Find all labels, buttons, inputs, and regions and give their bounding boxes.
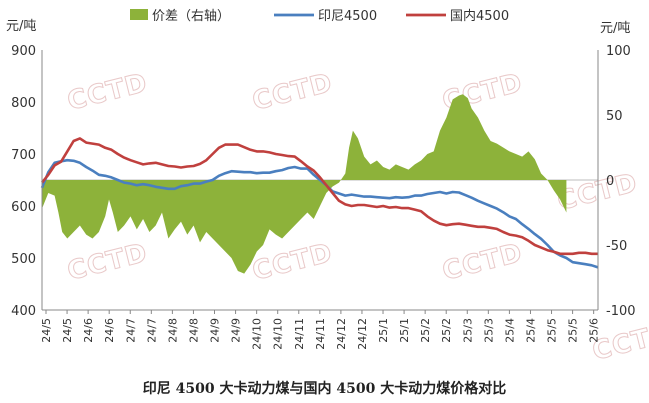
watermark-0: CCTD bbox=[64, 68, 150, 117]
left-tick-label-0: 400 bbox=[11, 304, 36, 319]
x-tick-label-14: 24/12 bbox=[335, 318, 348, 350]
left-tick-label-5: 900 bbox=[11, 44, 36, 59]
left-tick-label-1: 500 bbox=[11, 252, 36, 267]
x-tick-label-6: 24/8 bbox=[166, 318, 179, 343]
legend-label-0: 价差（右轴） bbox=[152, 9, 230, 24]
x-tick-label-2: 24/6 bbox=[82, 318, 95, 343]
x-tick-label-26: 25/6 bbox=[588, 318, 601, 343]
right-tick-label-2: 0 bbox=[606, 174, 614, 189]
x-tick-label-17: 25/1 bbox=[398, 318, 411, 343]
watermark-1: CCTD bbox=[249, 68, 335, 117]
series-indonesia-line bbox=[40, 158, 599, 269]
watermark-3: CCTD bbox=[64, 238, 150, 287]
series-spread-area bbox=[42, 94, 567, 274]
x-tick-label-23: 25/4 bbox=[524, 318, 537, 343]
left-tick-label-4: 800 bbox=[11, 96, 36, 111]
x-tick-label-21: 25/3 bbox=[482, 318, 495, 343]
legend-label-1: 印尼4500 bbox=[318, 9, 377, 24]
x-tick-label-1: 24/5 bbox=[61, 318, 74, 343]
left-axis-unit: 元/吨 bbox=[6, 19, 36, 34]
legend-label-2: 国内4500 bbox=[450, 8, 509, 24]
x-tick-label-0: 24/5 bbox=[40, 318, 53, 343]
right-axis-unit: 元/吨 bbox=[600, 21, 630, 36]
right-tick-label-3: 50 bbox=[606, 109, 623, 124]
right-tick-label-0: -100 bbox=[606, 304, 636, 319]
x-tick-label-4: 24/7 bbox=[124, 318, 137, 343]
x-tick-label-9: 24/9 bbox=[230, 318, 243, 343]
series-domestic-line bbox=[40, 137, 598, 256]
x-tick-label-12: 24/11 bbox=[293, 318, 306, 350]
x-tick-label-13: 24/11 bbox=[314, 318, 327, 350]
x-tick-label-3: 24/6 bbox=[103, 318, 116, 343]
right-tick-label-1: -50 bbox=[606, 239, 627, 254]
x-tick-label-24: 25/5 bbox=[546, 318, 559, 343]
x-tick-label-25: 25/5 bbox=[567, 318, 580, 343]
series-layer bbox=[40, 94, 599, 274]
x-tick-label-20: 25/3 bbox=[461, 318, 474, 343]
x-tick-label-22: 25/4 bbox=[503, 318, 516, 343]
left-tick-label-2: 600 bbox=[11, 200, 36, 215]
x-tick-label-5: 24/7 bbox=[145, 318, 158, 343]
legend: 价差（右轴） 印尼4500 国内4500 bbox=[130, 8, 509, 24]
x-tick-label-19: 25/2 bbox=[440, 318, 453, 343]
chart-title: 印尼 4500 大卡动力煤与国内 4500 大卡动力煤价格对比 bbox=[142, 381, 507, 397]
x-tick-label-15: 24/12 bbox=[356, 318, 369, 350]
watermark-5: CCTD bbox=[439, 238, 525, 287]
x-tick-label-8: 24/9 bbox=[209, 318, 222, 343]
x-tick-label-10: 24/10 bbox=[251, 318, 264, 350]
left-tick-label-3: 700 bbox=[11, 148, 36, 163]
axes-layer: 400 500 600 700 800 900 -100 -50 0 50 100 24/5 24/5 2… bbox=[11, 44, 635, 350]
right-tick-label-4: 100 bbox=[606, 44, 631, 59]
x-tick-label-7: 24/8 bbox=[187, 318, 200, 343]
x-tick-label-11: 24/10 bbox=[272, 318, 285, 350]
x-tick-label-16: 25/1 bbox=[377, 318, 390, 343]
x-tick-label-18: 25/2 bbox=[419, 318, 432, 343]
legend-swatch-spread bbox=[130, 9, 148, 20]
